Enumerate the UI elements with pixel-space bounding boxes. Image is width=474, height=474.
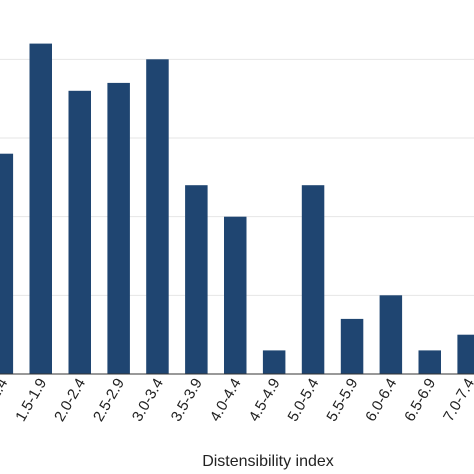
x-tick-label-9: 5.5-5.9 — [323, 376, 361, 425]
bar-4.0-4.4 — [224, 216, 247, 374]
bar-1.5-1.9 — [29, 43, 52, 374]
x-tick-label-5: 3.5-3.9 — [168, 376, 206, 425]
x-tick-labels: 1.0-1.4 1.5-1.9 2.0-2.4 2.5-2.9 3.0-3.4 3.5-3… — [0, 376, 474, 425]
bar-4.5-4.9 — [262, 350, 286, 374]
bars — [0, 43, 474, 375]
x-axis-title: Distensibility index — [202, 453, 334, 470]
x-tick-label-11: 6.5-6.9 — [401, 376, 439, 425]
x-tick-label-10: 6.0-6.4 — [362, 376, 400, 425]
x-tick-label-7: 4.5-4.9 — [246, 376, 284, 425]
x-tick-label-3: 2.5-2.9 — [90, 376, 128, 425]
bar-2.5-2.9 — [107, 82, 130, 375]
x-tick-label-12: 7.0-7.4 — [440, 376, 474, 425]
bar-2.0-2.4 — [68, 90, 91, 375]
bar-6.5-6.9 — [418, 350, 441, 374]
bar-3.0-3.4 — [146, 59, 169, 375]
x-tick-label-1: 1.5-1.9 — [12, 376, 50, 425]
bar-6.0-6.4 — [379, 295, 403, 374]
x-tick-label-0: 1.0-1.4 — [0, 376, 11, 425]
bar-7.0-7.4 — [457, 334, 474, 374]
bar-3.5-3.9 — [185, 185, 208, 374]
bar-1.0-1.4 — [0, 153, 14, 374]
x-tick-label-2: 2.0-2.4 — [51, 376, 89, 425]
x-tick-label-4: 3.0-3.4 — [129, 376, 167, 425]
bar-5.0-5.4 — [301, 185, 325, 374]
x-tick-label-8: 5.0-5.4 — [284, 376, 322, 425]
bar-5.5-5.9 — [340, 318, 364, 374]
x-tick-label-6: 4.0-4.4 — [207, 376, 245, 425]
